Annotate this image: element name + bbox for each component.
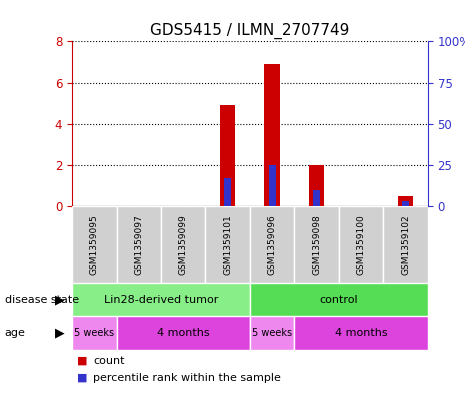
Text: percentile rank within the sample: percentile rank within the sample (93, 373, 281, 383)
Text: GSM1359098: GSM1359098 (312, 214, 321, 275)
Text: 4 months: 4 months (157, 328, 210, 338)
Text: disease state: disease state (5, 295, 79, 305)
Bar (220, 105, 235, 206)
Text: 4 months: 4 months (335, 328, 387, 338)
Text: count: count (93, 356, 125, 366)
FancyBboxPatch shape (161, 206, 206, 283)
Text: GSM1359100: GSM1359100 (357, 214, 365, 275)
FancyBboxPatch shape (117, 206, 161, 283)
FancyBboxPatch shape (383, 206, 428, 283)
Title: GDS5415 / ILMN_2707749: GDS5415 / ILMN_2707749 (150, 22, 350, 39)
Text: GSM1359095: GSM1359095 (90, 214, 99, 275)
Text: GSM1359099: GSM1359099 (179, 214, 188, 275)
FancyBboxPatch shape (72, 206, 117, 283)
Text: ▶: ▶ (54, 293, 64, 306)
Text: GSM1359101: GSM1359101 (223, 214, 232, 275)
Text: ■: ■ (77, 356, 87, 366)
FancyBboxPatch shape (250, 206, 294, 283)
Text: GSM1359102: GSM1359102 (401, 214, 410, 275)
Text: 5 weeks: 5 weeks (74, 328, 114, 338)
FancyBboxPatch shape (339, 206, 383, 283)
Bar (265, 64, 280, 206)
Bar (313, 190, 320, 206)
FancyBboxPatch shape (294, 206, 339, 283)
FancyBboxPatch shape (206, 206, 250, 283)
FancyBboxPatch shape (117, 316, 250, 350)
Text: ▶: ▶ (54, 327, 64, 340)
Text: control: control (319, 295, 358, 305)
FancyBboxPatch shape (250, 283, 428, 316)
Text: GSM1359097: GSM1359097 (134, 214, 143, 275)
FancyBboxPatch shape (294, 316, 428, 350)
Bar (398, 196, 413, 206)
Bar (309, 165, 325, 206)
Bar (224, 178, 231, 206)
FancyBboxPatch shape (72, 316, 117, 350)
Text: Lin28-derived tumor: Lin28-derived tumor (104, 295, 218, 305)
FancyBboxPatch shape (72, 283, 250, 316)
FancyBboxPatch shape (250, 316, 294, 350)
Bar (269, 165, 276, 206)
Text: 5 weeks: 5 weeks (252, 328, 292, 338)
Text: GSM1359096: GSM1359096 (268, 214, 277, 275)
Text: ■: ■ (77, 373, 87, 383)
Bar (402, 201, 409, 206)
Text: age: age (5, 328, 26, 338)
